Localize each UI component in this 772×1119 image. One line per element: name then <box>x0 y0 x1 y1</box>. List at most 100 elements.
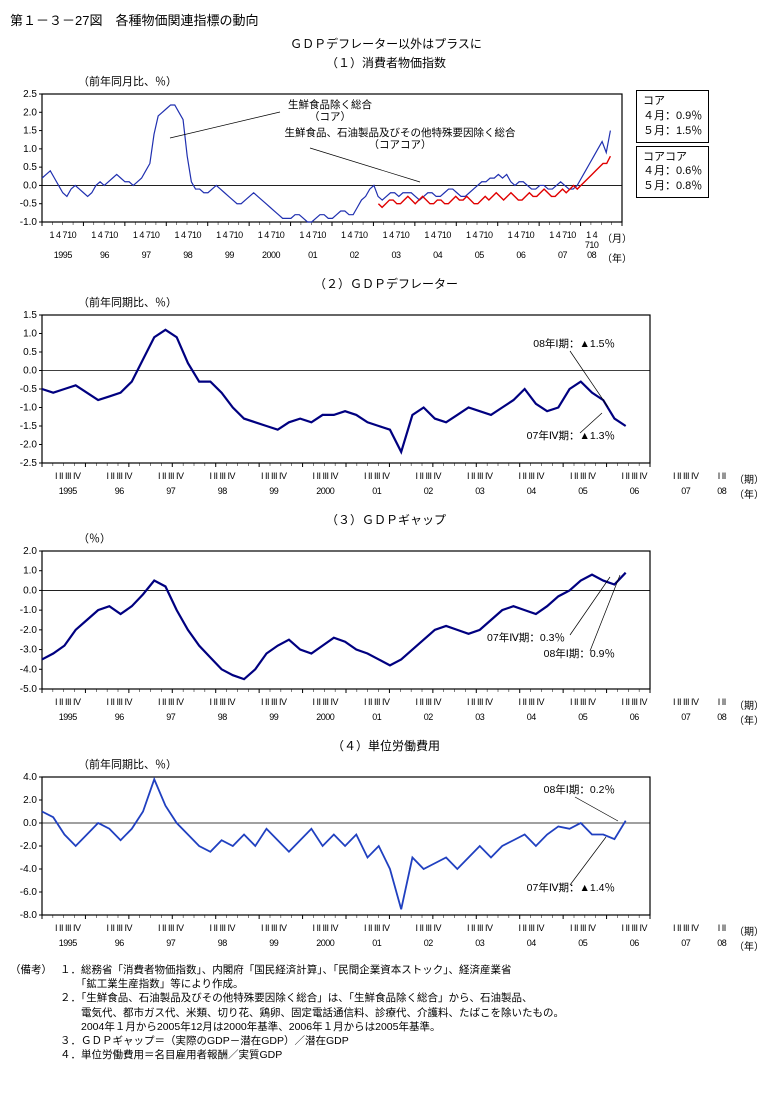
chart2-x-unit-year: （年） <box>732 486 762 501</box>
x-quarter-labels: I II III IV <box>454 923 506 938</box>
x-quarter-labels: I II <box>712 697 733 712</box>
chart-gdp-gap: （３）ＧＤＰギャップ （％） -5.0-4.0-3.0-2.0-1.00.01.… <box>10 511 762 727</box>
x-quarter-labels: I II III IV <box>94 923 146 938</box>
chart1-cc-box-l2: ５月：0.8％ <box>643 179 702 194</box>
x-year-label: 06 <box>609 712 661 727</box>
x-quarter-labels: I II III IV <box>557 697 609 712</box>
x-quarter-labels: I II III IV <box>557 923 609 938</box>
chart1-core-box-title: コア <box>643 94 702 109</box>
x-year-label: 96 <box>94 712 146 727</box>
chart1-plot: -1.0-0.50.00.51.01.52.02.5生鮮食品除く総合（コア）生鮮… <box>10 90 630 230</box>
chart2-yunit: （前年同期比、％） <box>78 294 762 310</box>
x-year-label: 06 <box>609 938 661 953</box>
x-quarter-labels: I II III IV <box>197 697 249 712</box>
chart3-plot: -5.0-4.0-3.0-2.0-1.00.01.02.007年Ⅳ期：0.3％0… <box>10 547 658 697</box>
svg-text:2.0: 2.0 <box>23 795 37 806</box>
x-year-label: 97 <box>145 938 197 953</box>
x-year-label: 01 <box>351 938 403 953</box>
svg-text:0.0: 0.0 <box>23 818 37 829</box>
x-quarter-labels: I II III IV <box>506 471 558 486</box>
x-year-label: 99 <box>209 250 251 265</box>
x-quarter-labels: I II III IV <box>42 697 94 712</box>
x-quarter-labels: I II III IV <box>454 697 506 712</box>
chart1-x-unit-year: （年） <box>600 250 630 265</box>
svg-text:1.5: 1.5 <box>23 311 37 321</box>
x-quarter-labels: I II III IV <box>42 471 94 486</box>
chart-unit-labor-cost: （４）単位労働費用 （前年同期比、％） -8.0-6.0-4.0-2.00.02… <box>10 737 762 953</box>
figure-title: 第１－３－27図 各種物価関連指標の動向 <box>10 10 762 29</box>
svg-text:生鮮食品除く総合: 生鮮食品除く総合 <box>288 98 372 111</box>
x-year-label: 03 <box>454 938 506 953</box>
x-month-labels: 1 4 710 <box>500 230 542 250</box>
x-month-labels: 1 4 710 <box>292 230 334 250</box>
x-year-label: 08 <box>583 250 600 265</box>
svg-text:0.0: 0.0 <box>23 585 37 596</box>
x-quarter-labels: I II III IV <box>248 923 300 938</box>
chart3-x-unit-q: （期） <box>732 697 762 712</box>
x-year-label: 07 <box>660 712 712 727</box>
chart4-x-unit-year: （年） <box>732 938 762 953</box>
svg-text:-1.0: -1.0 <box>20 605 38 616</box>
x-year-label: 01 <box>292 250 334 265</box>
chart1-core-box-l1: ４月：0.9％ <box>643 109 702 124</box>
chart1-corecore-box: コアコア ４月：0.6％ ５月：0.8％ <box>636 146 709 199</box>
x-month-labels: 1 4 710 <box>250 230 292 250</box>
note-1: １．総務省「消費者物価指数」、内閣府「国民経済計算」、「民間企業資本ストック」、… <box>60 963 762 991</box>
svg-text:0.5: 0.5 <box>23 162 37 173</box>
svg-text:08年Ⅰ期：▲1.5％: 08年Ⅰ期：▲1.5％ <box>533 337 615 350</box>
x-month-labels: 1 4 710 <box>84 230 126 250</box>
svg-text:-6.0: -6.0 <box>20 887 38 898</box>
svg-text:07年Ⅳ期：▲1.3％: 07年Ⅳ期：▲1.3％ <box>527 429 615 442</box>
x-quarter-labels: I II III IV <box>403 471 455 486</box>
svg-text:1.0: 1.0 <box>23 329 37 340</box>
x-quarter-labels: I II III IV <box>197 923 249 938</box>
x-year-label: 98 <box>197 938 249 953</box>
x-year-label: 96 <box>94 938 146 953</box>
svg-text:（コア）: （コア） <box>309 111 351 123</box>
chart1-title: （１）消費者物価指数 <box>10 54 762 71</box>
chart2-plot: -2.5-2.0-1.5-1.0-0.50.00.51.01.508年Ⅰ期：▲1… <box>10 311 658 471</box>
svg-text:1.0: 1.0 <box>23 566 37 577</box>
x-quarter-labels: I II III IV <box>351 697 403 712</box>
x-quarter-labels: I II III IV <box>609 471 661 486</box>
chart1-core-box-l2: ５月：1.5％ <box>643 124 702 139</box>
x-year-label: 02 <box>403 938 455 953</box>
x-year-label: 96 <box>84 250 126 265</box>
svg-text:2.5: 2.5 <box>23 90 37 100</box>
x-year-label: 04 <box>506 486 558 501</box>
x-quarter-labels: I II III IV <box>300 923 352 938</box>
x-year-label: 98 <box>197 486 249 501</box>
chart-cpi: （１）消費者物価指数 （前年同月比、％） -1.0-0.50.00.51.01.… <box>10 54 762 265</box>
x-quarter-labels: I II III IV <box>300 471 352 486</box>
svg-text:（コアコア）: （コアコア） <box>369 139 432 151</box>
x-month-labels: 1 4 710 <box>417 230 459 250</box>
x-year-label: 05 <box>557 938 609 953</box>
x-year-label: 04 <box>506 712 558 727</box>
x-year-label: 05 <box>557 486 609 501</box>
x-year-label: 97 <box>125 250 167 265</box>
svg-text:-3.0: -3.0 <box>20 645 38 656</box>
x-month-labels: 1 4 710 <box>167 230 209 250</box>
x-year-label: 06 <box>500 250 542 265</box>
svg-text:-0.5: -0.5 <box>20 384 38 395</box>
x-year-label: 97 <box>145 712 197 727</box>
x-quarter-labels: I II III IV <box>557 471 609 486</box>
x-quarter-labels: I II III IV <box>403 923 455 938</box>
x-quarter-labels: I II III IV <box>506 697 558 712</box>
x-quarter-labels: I II III IV <box>506 923 558 938</box>
svg-text:生鮮食品、石油製品及びその他特殊要因除く総合: 生鮮食品、石油製品及びその他特殊要因除く総合 <box>285 126 516 139</box>
x-quarter-labels: I II III IV <box>660 923 712 938</box>
svg-text:0.0: 0.0 <box>23 366 37 377</box>
x-year-label: 99 <box>248 938 300 953</box>
svg-text:-5.0: -5.0 <box>20 684 38 695</box>
x-month-labels: 1 4 710 <box>42 230 84 250</box>
x-quarter-labels: I II <box>712 923 733 938</box>
svg-text:-2.0: -2.0 <box>20 625 38 636</box>
chart4-yunit: （前年同期比、％） <box>78 756 762 772</box>
x-year-label: 07 <box>660 938 712 953</box>
x-year-label: 03 <box>454 712 506 727</box>
chart3-yunit: （％） <box>78 530 762 546</box>
svg-text:4.0: 4.0 <box>23 773 37 783</box>
x-year-label: 02 <box>333 250 375 265</box>
svg-text:0.0: 0.0 <box>23 180 37 191</box>
